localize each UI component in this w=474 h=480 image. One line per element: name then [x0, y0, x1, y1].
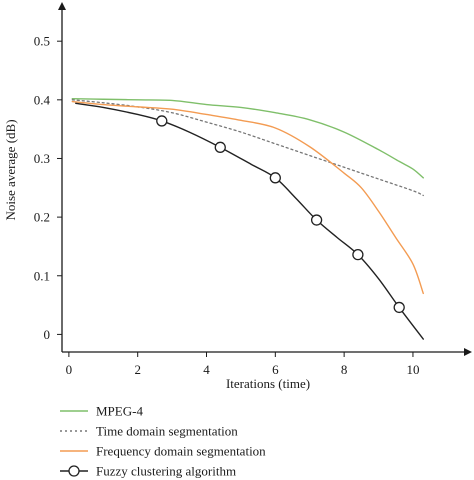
x-tick-label: 0 — [66, 362, 73, 377]
y-tick-label: 0.3 — [34, 151, 50, 166]
y-tick-label: 0.5 — [34, 34, 50, 49]
series-layer — [71, 97, 424, 340]
data-point-marker — [352, 249, 364, 261]
y-tick-label: 0.2 — [34, 210, 50, 225]
x-axis-label: Iterations (time) — [226, 376, 310, 391]
y-axis-label: Noise average (dB) — [3, 119, 18, 220]
legend-label-mpeg-4: MPEG-4 — [96, 404, 143, 419]
series-line-frequency-domain-segmentation — [71, 100, 424, 295]
x-tick-label: 8 — [341, 362, 348, 377]
y-ticks: 0 0.1 0.2 0.3 0.4 0.5 — [34, 34, 62, 342]
data-point-marker — [214, 141, 226, 153]
axes — [58, 2, 472, 356]
data-point-marker — [393, 301, 405, 314]
series-line-mpeg-4 — [71, 97, 424, 179]
y-tick-label: 0 — [44, 327, 51, 342]
legend-marker — [68, 465, 80, 477]
legend: MPEG-4 Time domain segmentation Frequency … — [60, 404, 266, 479]
y-tick-label: 0.1 — [34, 268, 50, 283]
x-tick-label: 4 — [203, 362, 210, 377]
x-ticks: 0 2 4 6 8 10 — [66, 352, 419, 377]
legend-label-frequency-domain-segmentation: Frequency domain segmentation — [96, 444, 266, 459]
data-point-marker — [156, 115, 168, 127]
x-tick-label: 10 — [406, 362, 419, 377]
data-point-marker — [269, 172, 281, 184]
series-line-fuzzy-clustering-algorithm — [75, 102, 424, 340]
legend-label-time-domain-segmentation: Time domain segmentation — [96, 424, 238, 439]
x-tick-label: 6 — [272, 362, 279, 377]
x-tick-label: 2 — [134, 362, 141, 377]
series-line-time-domain-segmentation — [71, 99, 424, 197]
y-tick-label: 0.4 — [34, 92, 51, 107]
data-point-marker — [310, 214, 323, 226]
legend-label-fuzzy-clustering-algorithm: Fuzzy clustering algorithm — [96, 464, 236, 479]
